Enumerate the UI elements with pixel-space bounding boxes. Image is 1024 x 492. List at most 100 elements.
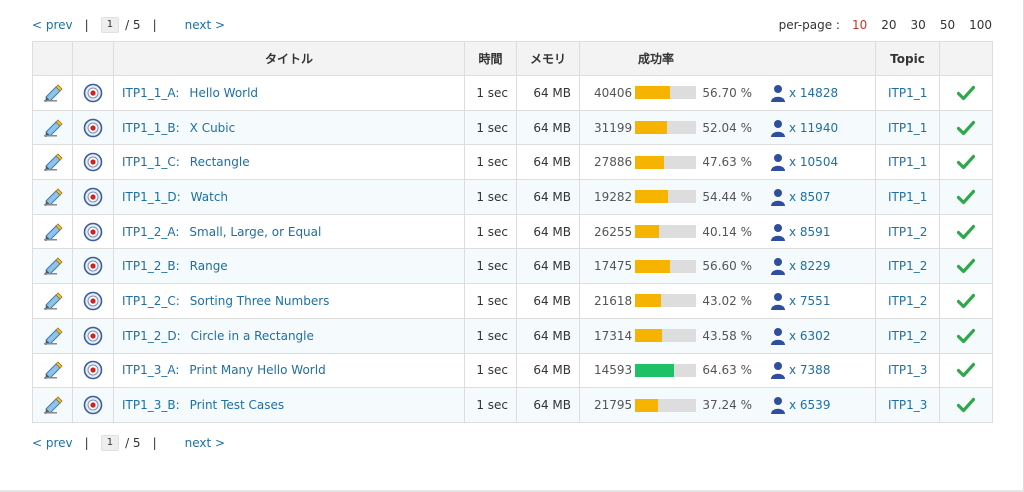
solved-users-link[interactable]: x 10504 [789,155,839,170]
current-page-box[interactable]: 1 [100,435,120,451]
edit-cell[interactable] [32,387,73,423]
topic-link[interactable]: ITP1_2 [888,328,928,343]
prev-link[interactable]: < prev [32,436,73,450]
camera-lens-icon[interactable] [83,395,103,415]
problem-name: X Cubic [189,120,236,135]
topic-link[interactable]: ITP1_1 [888,85,928,100]
camera-lens-icon[interactable] [83,360,103,380]
next-link[interactable]: next > [184,436,226,450]
prev-link[interactable]: < prev [32,18,73,32]
solved-users: x 6539 [770,396,831,415]
topic-link[interactable]: ITP1_2 [888,224,928,239]
solved-users: x 10504 [770,153,839,172]
pencil-edit-icon[interactable] [43,223,63,241]
problem-link[interactable]: ITP1_1_B: X Cubic [114,121,235,135]
per-page-option-30[interactable]: 30 [910,18,926,32]
memory-limit: 64 MB [516,248,580,285]
pencil-edit-icon[interactable] [43,188,63,206]
solved-users-link[interactable]: x 8507 [789,189,831,204]
header-memory[interactable]: メモリ [516,41,580,76]
problem-link[interactable]: ITP1_1_A: Hello World [114,86,258,100]
header-status-column [939,41,993,76]
problem-link[interactable]: ITP1_3_A: Print Many Hello World [114,363,326,377]
view-cell[interactable] [72,144,114,181]
success-rate-bar-fill [635,225,660,239]
topic-cell: ITP1_1 [875,75,940,111]
view-cell[interactable] [72,109,114,146]
edit-cell[interactable] [32,213,73,250]
view-cell[interactable] [72,317,114,354]
per-page-option-100[interactable]: 100 [969,18,992,32]
camera-lens-icon[interactable] [83,256,103,276]
edit-cell[interactable] [32,317,73,354]
problem-id: ITP1_1_D: [122,189,181,204]
view-cell[interactable] [72,283,114,319]
problem-link[interactable]: ITP1_2_D: Circle in a Rectangle [114,329,314,343]
camera-lens-icon[interactable] [83,187,103,207]
problem-link[interactable]: ITP1_2_B: Range [114,259,228,273]
submission-count: 21618 [594,293,633,308]
topic-link[interactable]: ITP1_2 [888,293,928,308]
topic-link[interactable]: ITP1_1 [888,155,928,170]
camera-lens-icon[interactable] [83,222,103,242]
camera-lens-icon[interactable] [83,291,103,311]
pencil-edit-icon[interactable] [43,257,63,276]
problem-link[interactable]: ITP1_2_A: Small, Large, or Equal [114,225,321,239]
problem-link[interactable]: ITP1_3_B: Print Test Cases [114,398,284,412]
camera-lens-icon[interactable] [83,326,103,346]
camera-lens-icon[interactable] [83,152,103,172]
edit-cell[interactable] [32,283,73,319]
problem-link[interactable]: ITP1_1_C: Rectangle [114,155,250,169]
header-topic[interactable]: Topic [875,41,940,76]
pager-separator: | [152,18,157,32]
solved-users-link[interactable]: x 11940 [789,120,839,135]
per-page-option-50[interactable]: 50 [939,18,956,32]
pencil-edit-icon[interactable] [43,292,63,310]
pencil-edit-icon[interactable] [43,153,63,172]
topic-cell: ITP1_1 [875,144,940,181]
pencil-edit-icon[interactable] [43,361,63,380]
topic-link[interactable]: ITP1_3 [888,398,928,413]
pencil-edit-icon[interactable] [43,84,63,102]
edit-cell[interactable] [32,109,73,146]
problem-name: Print Many Hello World [189,363,326,378]
topic-link[interactable]: ITP1_2 [888,259,928,274]
view-cell[interactable] [72,213,114,250]
edit-cell[interactable] [32,144,73,181]
problem-link[interactable]: ITP1_2_C: Sorting Three Numbers [114,294,329,308]
view-cell[interactable] [72,179,114,215]
edit-cell[interactable] [32,352,73,389]
topic-link[interactable]: ITP1_3 [888,363,928,378]
pencil-edit-icon[interactable] [43,396,63,415]
view-cell[interactable] [72,387,114,423]
header-title[interactable]: タイトル [113,41,465,76]
edit-cell[interactable] [32,75,73,111]
topic-link[interactable]: ITP1_1 [888,120,928,135]
per-page-option-20[interactable]: 20 [881,18,897,32]
success-rate-bar-fill [635,398,658,412]
solved-users-link[interactable]: x 7388 [789,363,831,378]
view-cell[interactable] [72,352,114,389]
problem-link[interactable]: ITP1_1_D: Watch [114,190,228,204]
solved-users-link[interactable]: x 7551 [789,293,831,308]
pencil-edit-icon[interactable] [43,327,63,345]
per-page-option-10[interactable]: 10 [851,18,868,32]
solved-users-link[interactable]: x 8229 [789,259,831,274]
header-time[interactable]: 時間 [464,41,517,76]
current-page-box[interactable]: 1 [100,17,120,33]
user-icon [770,396,786,415]
solved-users-link[interactable]: x 6302 [789,328,831,343]
topic-link[interactable]: ITP1_1 [888,189,928,204]
next-link[interactable]: next > [184,18,226,32]
camera-lens-icon[interactable] [83,118,103,138]
solved-users-link[interactable]: x 8591 [789,224,831,239]
view-cell[interactable] [72,75,114,111]
solved-users-link[interactable]: x 14828 [789,85,839,100]
pencil-edit-icon[interactable] [43,118,63,137]
camera-lens-icon[interactable] [83,83,103,103]
view-cell[interactable] [72,248,114,285]
edit-cell[interactable] [32,179,73,215]
solved-users-link[interactable]: x 6539 [789,398,831,413]
edit-cell[interactable] [32,248,73,285]
header-success-rate[interactable]: 成功率 [579,41,876,76]
